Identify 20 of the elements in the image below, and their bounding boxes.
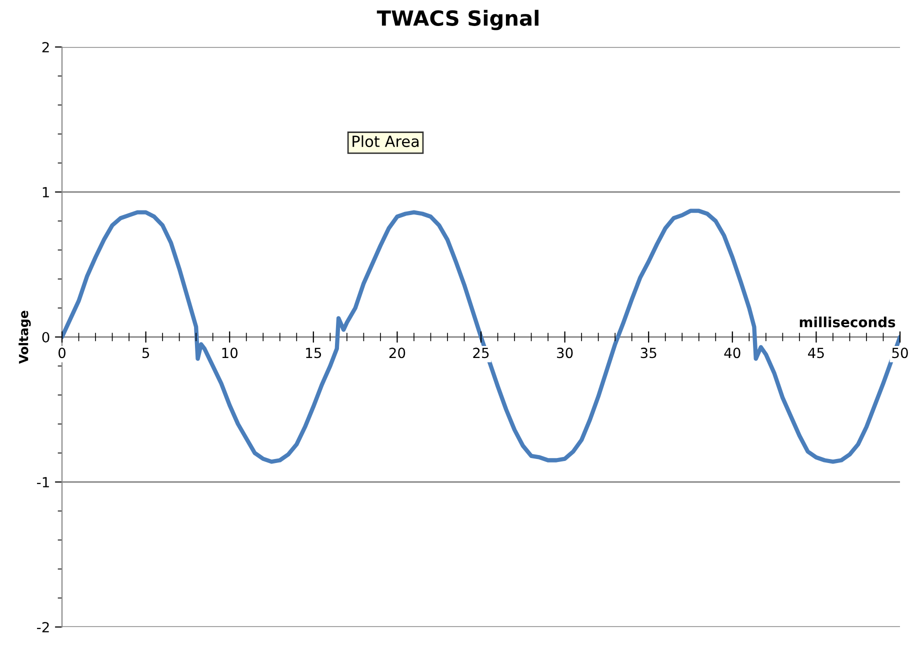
x-tick-label: 25 [473,348,489,358]
x-tick-label: 50 [892,348,908,358]
annotation: Plot Area [352,135,419,148]
x-tick-label: 20 [389,348,406,358]
y-tick-label: 0 [42,332,50,342]
y-tick-label: -2 [37,622,49,632]
x-tick-label: 35 [640,348,656,358]
x-tick-label: 30 [557,348,573,358]
y-axis-title: Voltage [18,310,31,364]
x-tick-label: 0 [58,348,66,358]
y-tick-label: -1 [37,477,49,488]
x-axis-title: milliseconds [800,316,896,328]
y-tick-label: 2 [42,42,49,52]
x-tick-label: 40 [724,348,740,358]
y-tick-label: 1 [42,187,49,198]
x-tick-label: 10 [222,348,238,358]
x-tick-label: 45 [808,348,824,358]
chart-title: TWACS Signal [376,10,538,30]
x-tick-label: 15 [306,348,322,358]
x-tick-label: 5 [142,348,150,358]
